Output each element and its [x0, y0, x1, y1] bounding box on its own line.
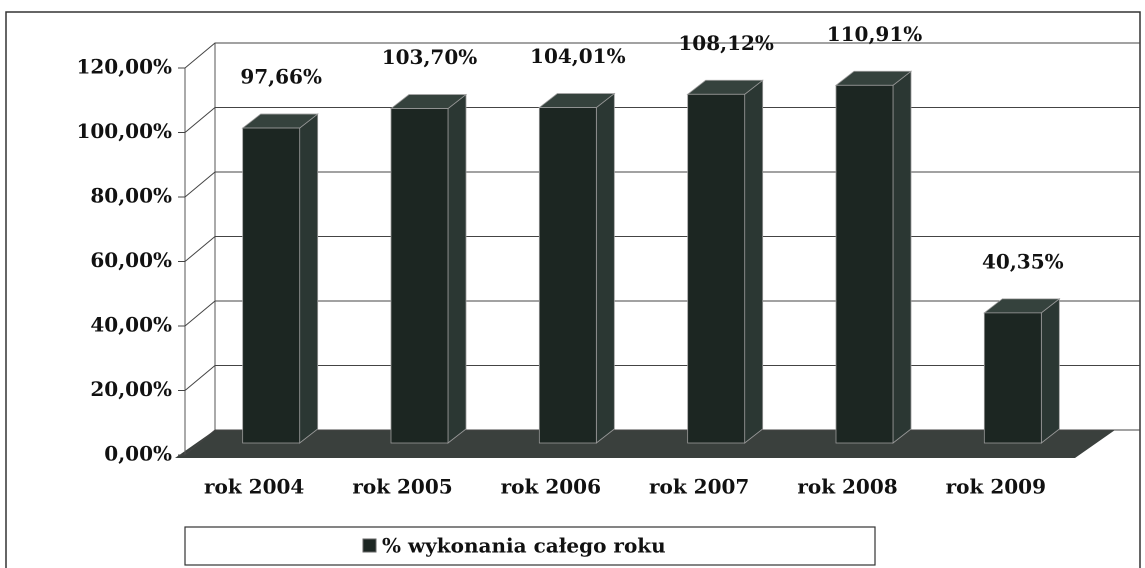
y-tick-label: 0,00%: [104, 442, 172, 466]
data-label: 103,70%: [382, 45, 478, 69]
bar-side: [299, 113, 319, 444]
y-tick-label: 20,00%: [90, 377, 172, 401]
x-tick-label: rok 2006: [501, 475, 601, 499]
data-label: 104,01%: [530, 44, 626, 68]
legend-box: [184, 526, 876, 566]
y-tick-label: 80,00%: [90, 184, 172, 208]
bar: [835, 84, 894, 444]
x-tick-label: rok 2005: [352, 475, 452, 499]
x-tick-label: rok 2007: [649, 475, 749, 499]
grid-line: [184, 236, 1140, 262]
grid-line: [184, 300, 1140, 327]
x-tick-label: rok 2008: [797, 475, 897, 499]
bar-side: [892, 70, 912, 444]
frame: [5, 11, 1141, 568]
data-label: 97,66%: [240, 65, 322, 89]
grid-line: [184, 429, 1140, 456]
bar: [687, 93, 746, 444]
bar-side: [447, 93, 467, 444]
bar: [242, 127, 301, 444]
bar: [538, 107, 597, 444]
data-label: 40,35%: [982, 249, 1064, 273]
bar-side: [1040, 298, 1060, 444]
y-tick-label: 40,00%: [90, 313, 172, 337]
data-label: 110,91%: [827, 22, 923, 46]
legend-key: [362, 538, 377, 553]
grid-line: [184, 365, 1140, 391]
grid-line: [184, 171, 1140, 198]
y-tick-label: 120,00%: [76, 55, 172, 79]
floor: [175, 430, 1115, 458]
x-tick-label: rok 2004: [204, 475, 304, 499]
bar: [390, 108, 449, 444]
grid-line: [184, 42, 1140, 69]
legend-label: % wykonania całego roku: [382, 534, 666, 558]
bar: [983, 312, 1042, 444]
bar-side: [595, 92, 615, 444]
data-label: 108,12%: [678, 31, 774, 55]
grid-line: [184, 107, 1140, 133]
x-tick-label: rok 2009: [946, 475, 1046, 499]
y-tick-label: 100,00%: [76, 119, 172, 143]
bar-side: [744, 79, 764, 444]
y-tick-label: 60,00%: [90, 248, 172, 272]
